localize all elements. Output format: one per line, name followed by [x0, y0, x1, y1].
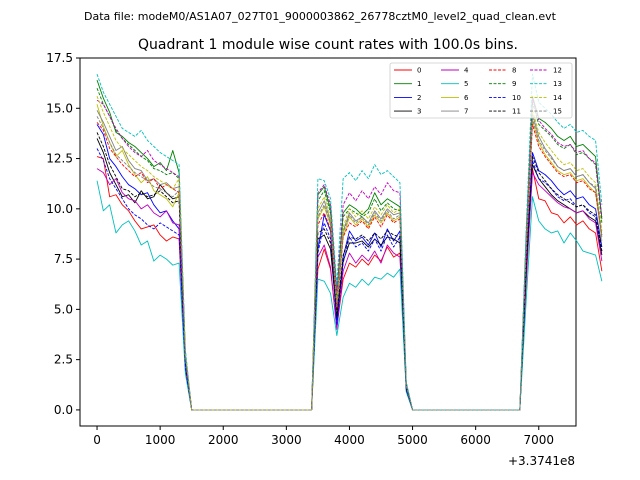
y-axis: 0.0 2.5 5.0 7.5 10.0 12.5 15.0 17.5 — [46, 51, 80, 417]
plot-area — [79, 57, 577, 427]
legend-label-12: 12 — [553, 67, 562, 75]
legend-label-2: 2 — [417, 94, 421, 102]
x-axis: 0 1000 2000 3000 4000 5000 6000 7000 — [93, 426, 554, 447]
legend-label-14: 14 — [553, 94, 562, 102]
legend-label-11: 11 — [512, 108, 521, 116]
legend-label-13: 13 — [553, 80, 562, 88]
y-tick-label: 12.5 — [46, 152, 73, 166]
x-tick-label: 5000 — [397, 433, 428, 447]
series-line-15 — [96, 116, 603, 411]
chart-suptitle: Data file: modeM0/AS1A07_027T01_90000038… — [84, 10, 557, 23]
y-tick-label: 0.0 — [54, 403, 73, 417]
legend-frame — [389, 62, 573, 119]
y-tick-label: 10.0 — [46, 202, 73, 216]
y-tick-label: 15.0 — [46, 101, 73, 115]
series-line-10 — [96, 148, 603, 411]
x-tick-label: 7000 — [523, 433, 554, 447]
x-axis-offset-label: +3.3741e8 — [508, 454, 575, 468]
legend-label-5: 5 — [464, 80, 468, 88]
legend-label-1: 1 — [417, 80, 421, 88]
y-tick-label: 7.5 — [54, 252, 73, 266]
legend-label-7: 7 — [464, 108, 468, 116]
y-tick-label: 5.0 — [54, 302, 73, 316]
series-line-14 — [96, 96, 603, 411]
x-tick-label: 3000 — [271, 433, 302, 447]
legend-label-6: 6 — [464, 94, 469, 102]
y-tick-label: 17.5 — [46, 51, 73, 65]
series-layer — [96, 73, 603, 411]
legend-label-4: 4 — [464, 67, 469, 75]
series-line-13 — [96, 73, 603, 411]
chart-title: Quadrant 1 module wise count rates with … — [138, 37, 518, 53]
legend-label-10: 10 — [512, 94, 521, 102]
legend-label-9: 9 — [512, 80, 516, 88]
legend-label-8: 8 — [512, 67, 516, 75]
x-tick-label: 0 — [93, 433, 101, 447]
legend-label-15: 15 — [553, 108, 562, 116]
x-tick-label: 4000 — [334, 433, 365, 447]
x-tick-label: 1000 — [145, 433, 176, 447]
x-tick-label: 2000 — [208, 433, 239, 447]
x-tick-label: 6000 — [460, 433, 491, 447]
y-tick-label: 2.5 — [54, 353, 73, 367]
legend-label-0: 0 — [417, 67, 421, 75]
legend-label-3: 3 — [417, 108, 421, 116]
